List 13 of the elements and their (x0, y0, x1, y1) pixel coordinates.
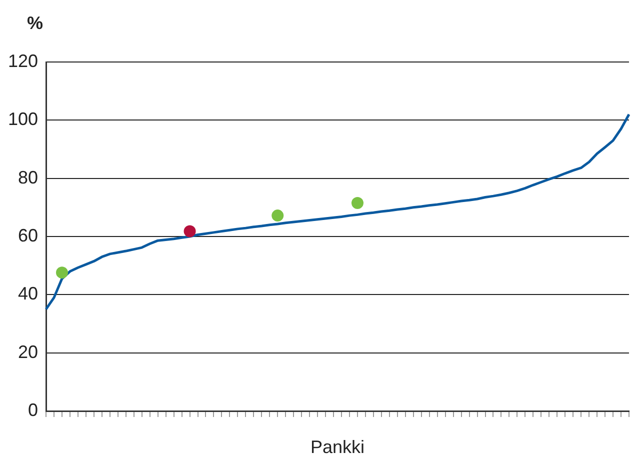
y-tick-label: 120 (8, 50, 38, 71)
point (272, 210, 284, 222)
point (56, 266, 68, 279)
y-tick-label: 60 (18, 225, 38, 246)
y-tick-label: 80 (18, 167, 38, 188)
y-axis-title: % (26, 12, 44, 33)
y-tick-label: 40 (18, 284, 38, 304)
x-axis-title: Pankki (310, 437, 365, 458)
y-tick-label: 20 (18, 342, 38, 362)
point (184, 225, 196, 238)
point (351, 197, 364, 210)
y-tick-label: 100 (8, 109, 38, 130)
y-tick-label: 0 (28, 400, 38, 420)
